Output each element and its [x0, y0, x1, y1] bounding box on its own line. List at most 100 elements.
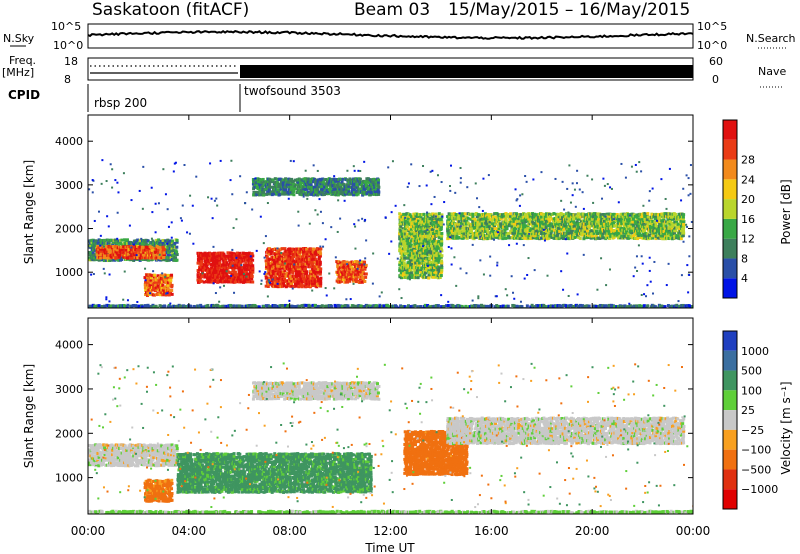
gate-cell — [319, 276, 323, 280]
beam-label: Beam 03 — [354, 0, 430, 20]
gate-cell — [635, 213, 639, 217]
gate-cell — [658, 217, 662, 221]
gate-cell — [279, 285, 283, 289]
gate-cell — [420, 248, 424, 252]
gate-cell — [494, 235, 498, 239]
gate-cell — [497, 227, 501, 231]
gate-cell — [239, 259, 243, 263]
gate-cell — [666, 234, 670, 238]
gate-cell — [241, 259, 245, 263]
gate-cell — [269, 190, 273, 194]
gate-cell — [309, 247, 313, 251]
gate-cell — [277, 190, 281, 194]
gate-cell — [633, 219, 637, 223]
gate-cell — [169, 278, 173, 282]
gate-cell — [309, 177, 313, 181]
gate-cell — [563, 219, 567, 223]
gate-cell — [235, 251, 239, 255]
gate-cell — [241, 251, 245, 255]
gate-cell — [319, 284, 323, 288]
gate-cell — [238, 259, 242, 263]
gate-cell — [573, 224, 577, 228]
gate-cell — [625, 227, 629, 231]
gate-cell — [300, 180, 304, 184]
gate-cell — [295, 254, 299, 258]
gate-cell — [155, 255, 159, 259]
gate-cell — [167, 293, 171, 297]
power-data — [88, 159, 693, 308]
gate-cell — [249, 266, 253, 270]
gate-cell — [609, 213, 613, 217]
gate-cell — [131, 250, 135, 254]
gate-cell — [549, 231, 553, 235]
gate-cell — [276, 267, 280, 271]
gate-cell — [264, 276, 268, 280]
gate-cell — [241, 278, 245, 282]
gate-cell — [675, 226, 679, 230]
gate-cell — [535, 226, 539, 230]
gate-cell — [414, 236, 418, 240]
gate-cell — [122, 255, 126, 259]
gate-cell — [432, 218, 436, 222]
gate-cell — [589, 224, 593, 228]
gate-cell — [615, 233, 619, 237]
gate-cell — [437, 232, 441, 236]
gate-cell — [264, 272, 268, 276]
gate-cell — [644, 234, 648, 238]
gate-cell — [175, 258, 179, 262]
gate-cell — [311, 180, 315, 184]
gate-cell — [137, 253, 141, 257]
gate-cell — [662, 230, 666, 234]
nave-block — [240, 65, 693, 78]
gate-cell — [418, 232, 422, 236]
gate-cell — [637, 236, 641, 240]
gate-cell — [348, 275, 352, 279]
gate-cell — [148, 241, 152, 245]
gate-cell — [682, 226, 686, 230]
gate-cell — [561, 213, 565, 217]
gate-cell — [673, 226, 677, 230]
nsky-trace — [87, 29, 694, 40]
gate-cell — [419, 251, 423, 255]
gate-cell — [672, 214, 676, 218]
gate-cell — [159, 239, 163, 243]
gate-cell — [239, 273, 243, 277]
gate-cell — [289, 277, 293, 281]
gate-cell — [540, 218, 544, 222]
gate-cell — [364, 275, 368, 279]
gate-cell — [170, 249, 174, 253]
gate-cell — [652, 229, 656, 233]
gate-cell — [246, 272, 250, 276]
gate-cell — [576, 212, 580, 216]
gate-cell — [309, 261, 313, 265]
gate-cell — [271, 178, 275, 182]
gate-cell — [415, 256, 419, 260]
gate-cell — [292, 187, 296, 191]
gate-cell — [304, 184, 308, 188]
gate-cell — [650, 227, 654, 231]
gate-cell — [282, 281, 286, 285]
gate-cell — [572, 233, 576, 237]
gate-cell — [297, 269, 301, 273]
gate-cell — [401, 269, 405, 273]
gate-cell — [428, 257, 432, 261]
gate-cell — [480, 224, 484, 228]
gate-cell — [548, 219, 552, 223]
gate-cell — [284, 177, 288, 181]
gate-cell — [250, 252, 254, 256]
gate-cell — [451, 231, 455, 235]
gate-cell — [429, 260, 433, 264]
gate-cell — [164, 285, 168, 289]
gate-cell — [440, 242, 444, 246]
gate-cell — [223, 256, 227, 260]
gate-cell — [275, 252, 279, 256]
gate-cell — [422, 219, 426, 223]
gate-cell — [275, 192, 279, 196]
gate-cell — [125, 245, 129, 249]
gate-cell — [170, 251, 174, 255]
gate-cell — [301, 284, 305, 288]
gate-cell — [656, 229, 660, 233]
gate-cell — [120, 243, 124, 247]
gate-cell — [440, 265, 444, 269]
gate-cell — [267, 189, 271, 193]
